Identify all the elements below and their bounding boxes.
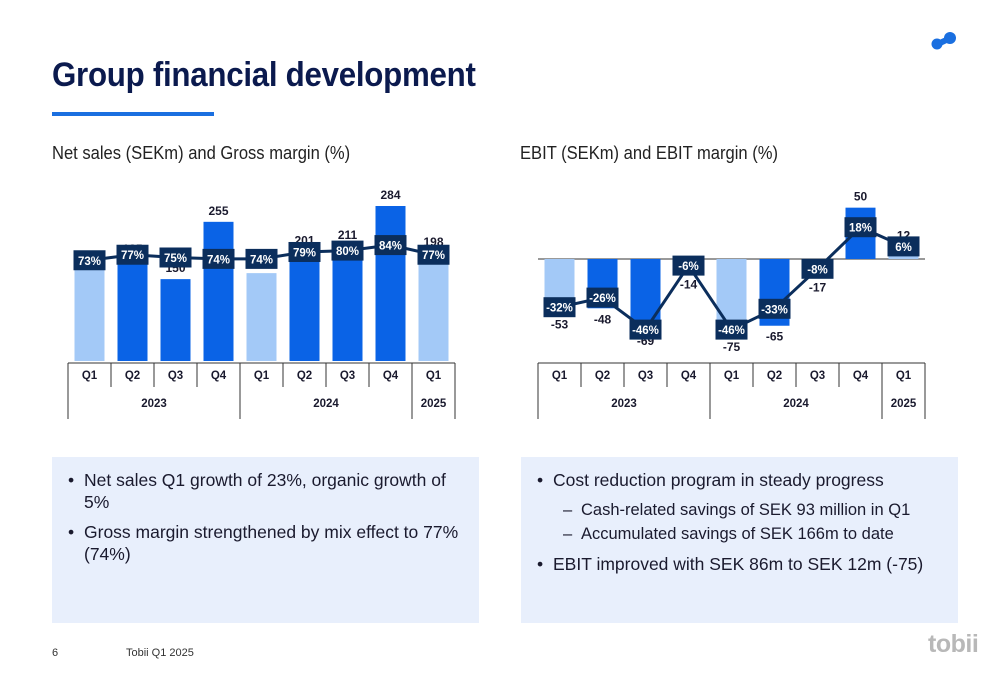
ebit-margin-label: 18%	[849, 223, 872, 235]
ebit-margin-label: -6%	[678, 261, 698, 273]
sales-margin-label: 74%	[250, 254, 273, 266]
sales-bar	[117, 260, 148, 361]
sales-year-label: 2025	[421, 398, 447, 410]
ebit-improved-bullet: EBIT improved with SEK 86m to SEK 12m (-…	[535, 553, 944, 575]
sales-x-tick-label: Q2	[125, 370, 140, 382]
ebit-x-tick-label: Q1	[552, 370, 568, 382]
sales-margin-label: 74%	[207, 254, 230, 266]
ebit-margin-label: 6%	[895, 242, 912, 254]
ebit-year-label: 2023	[611, 398, 637, 410]
sales-bar	[375, 206, 406, 361]
tobii-wordmark: tobii	[928, 630, 979, 658]
ebit-margin-label: -8%	[807, 264, 827, 276]
page-title: Group financial development	[52, 56, 476, 94]
sales-margin-label: 84%	[379, 241, 402, 253]
sales-margin-label: 75%	[164, 253, 187, 265]
sales-margin-label-bg	[417, 244, 450, 265]
sales-bar-label: 255	[208, 204, 228, 218]
footer-text: Tobii Q1 2025	[126, 647, 194, 659]
ebit-bar-label: -17	[809, 280, 827, 294]
page-number: 6	[52, 647, 59, 659]
ebit-x-tick-label: Q1	[724, 370, 740, 382]
sales-bar-label: 284	[380, 188, 400, 202]
sales-x-tick-label: Q4	[211, 370, 227, 382]
sales-margin-label-bg	[73, 250, 106, 271]
accumulated-savings-subbullet: Accumulated savings of SEK 166m to date	[535, 523, 944, 545]
sales-bar	[289, 251, 320, 361]
ebit-margin-label-bg	[801, 258, 834, 279]
sales-bar	[160, 279, 191, 361]
ebit-x-tick-label: Q4	[853, 370, 869, 382]
ebit-bar-label: -53	[551, 317, 569, 331]
ebit-x-tick-label: Q1	[896, 370, 912, 382]
ebit-x-tick-label: Q2	[767, 370, 782, 382]
cost-program-bullet: Cost reduction program in steady progres…	[535, 469, 944, 491]
ebit-margin-label: -46%	[718, 325, 745, 337]
ebit-summary-box: Cost reduction program in steady progres…	[521, 457, 958, 623]
sales-year-label: 2024	[313, 398, 339, 410]
ebit-margin-label-bg	[629, 319, 662, 340]
ebit-year-label: 2025	[891, 398, 917, 410]
sales-margin-label: 77%	[422, 250, 445, 262]
ebit-margin-label-bg	[543, 297, 576, 318]
net-sales-summary-box: Net sales Q1 growth of 23%, organic grow…	[52, 457, 479, 623]
sales-margin-label: 77%	[121, 250, 144, 262]
ebit-chart-subtitle: EBIT (SEKm) and EBIT margin (%)	[520, 143, 778, 163]
ebit-margin-label: -46%	[632, 325, 659, 337]
sales-bar-label: 211	[338, 228, 358, 242]
title-underline	[52, 112, 214, 116]
ebit-x-tick-label: Q4	[681, 370, 697, 382]
ebit-margin-label: -26%	[589, 293, 616, 305]
sales-x-tick-label: Q3	[168, 370, 183, 382]
ebit-x-tick-label: Q3	[810, 370, 825, 382]
cash-savings-subbullet: Cash-related savings of SEK 93 million i…	[535, 499, 944, 521]
ebit-margin-label-bg	[758, 298, 791, 319]
ebit-x-tick-label: Q2	[595, 370, 610, 382]
sales-x-tick-label: Q4	[383, 370, 399, 382]
ebit-bar-label: -75	[723, 340, 741, 354]
sales-bar	[203, 221, 234, 361]
sales-bar	[246, 273, 277, 361]
sales-margin-label-bg	[245, 248, 278, 269]
net-sales-bullet: Net sales Q1 growth of 23%, organic grow…	[66, 469, 465, 513]
ebit-margin-label-bg	[715, 319, 748, 340]
sales-margin-label-bg	[159, 247, 192, 268]
ebit-chart: -53 -48-69-14-75-65-175012-32%-26%-46%-6%…	[537, 190, 926, 419]
ebit-margin-label: -33%	[761, 304, 788, 316]
ebit-year-label: 2024	[783, 398, 809, 410]
ebit-bar-label: 50	[854, 190, 868, 204]
ebit-margin-label-bg	[586, 287, 619, 308]
ebit-bar-label: -48	[594, 312, 612, 326]
sales-bar	[332, 245, 363, 361]
ebit-bar-label: -14	[680, 277, 698, 291]
sales-x-tick-label: Q3	[340, 370, 355, 382]
ebit-margin-label-bg	[672, 255, 705, 276]
sales-margin-label: 79%	[293, 247, 316, 259]
ebit-bar	[630, 259, 661, 330]
gross-margin-bullet: Gross margin strengthened by mix effect …	[66, 521, 465, 565]
ebit-x-tick-label: Q3	[638, 370, 653, 382]
ebit-margin-label-bg	[887, 236, 920, 257]
sales-margin-label-bg	[331, 240, 364, 261]
tobii-logo-icon	[931, 32, 956, 50]
sales-margin-label-bg	[374, 235, 407, 256]
sales-bar	[74, 269, 105, 361]
sales-margin-label-bg	[202, 248, 235, 269]
ebit-bar-label: -65	[766, 330, 784, 344]
sales-year-label: 2023	[141, 398, 167, 410]
sales-margin-label-bg	[116, 244, 149, 265]
sales-bar	[418, 252, 449, 361]
sales-x-tick-label: Q1	[426, 370, 442, 382]
sales-margin-label-bg	[288, 241, 321, 262]
ebit-margin-label-bg	[844, 217, 877, 238]
sales-margin-label: 73%	[78, 256, 101, 268]
net-sales-chart-subtitle: Net sales (SEKm) and Gross margin (%)	[52, 143, 351, 163]
net-sales-chart: 16818515025516120121128419873%77%75%74%7…	[67, 188, 456, 419]
sales-x-tick-label: Q1	[82, 370, 98, 382]
ebit-margin-label: -32%	[546, 303, 573, 315]
sales-x-tick-label: Q1	[254, 370, 270, 382]
sales-x-tick-label: Q2	[297, 370, 312, 382]
sales-margin-label: 80%	[336, 246, 359, 258]
